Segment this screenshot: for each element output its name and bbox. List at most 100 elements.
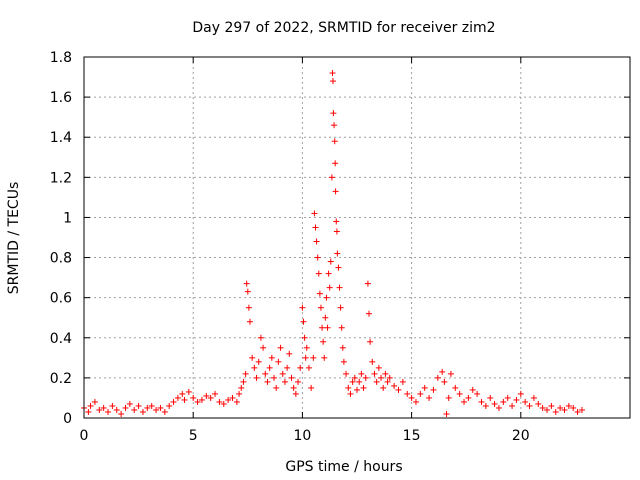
data-point bbox=[469, 386, 476, 393]
data-point bbox=[316, 290, 323, 297]
data-point bbox=[327, 258, 334, 265]
points-layer bbox=[81, 70, 585, 417]
data-point bbox=[354, 386, 360, 393]
data-point bbox=[284, 364, 291, 371]
data-point bbox=[574, 408, 581, 415]
data-point bbox=[338, 324, 345, 331]
data-point bbox=[333, 218, 340, 225]
data-point bbox=[552, 408, 559, 415]
y-tick-label: 1.6 bbox=[50, 90, 72, 106]
data-point bbox=[535, 400, 542, 407]
data-point bbox=[412, 398, 419, 405]
data-point bbox=[87, 402, 94, 409]
data-point bbox=[312, 224, 319, 231]
data-point bbox=[321, 354, 328, 361]
data-point bbox=[362, 374, 369, 381]
data-point bbox=[349, 378, 356, 385]
data-point bbox=[329, 70, 336, 77]
x-axis-label: GPS time / hours bbox=[285, 459, 402, 475]
data-point bbox=[474, 390, 481, 397]
data-point bbox=[257, 334, 264, 341]
data-point bbox=[139, 408, 146, 415]
data-point bbox=[434, 374, 441, 381]
data-point bbox=[249, 354, 256, 361]
data-point bbox=[557, 404, 564, 411]
data-point bbox=[105, 408, 112, 415]
x-tick-label: 10 bbox=[293, 428, 311, 444]
data-point bbox=[456, 390, 463, 397]
data-point bbox=[273, 384, 280, 391]
data-point bbox=[319, 324, 326, 331]
data-point bbox=[513, 396, 520, 403]
data-point bbox=[251, 364, 258, 371]
data-point bbox=[373, 378, 380, 385]
data-point bbox=[113, 406, 120, 413]
data-point bbox=[233, 398, 240, 405]
data-point bbox=[570, 404, 577, 411]
data-point bbox=[174, 394, 181, 401]
data-point bbox=[430, 386, 437, 393]
y-tick-label: 0.2 bbox=[50, 371, 72, 387]
data-point bbox=[194, 398, 201, 405]
plot-frame bbox=[83, 56, 631, 419]
data-point bbox=[336, 284, 343, 291]
ticks-layer: 0 5 10 15 20 0 0.2 0.4 0.6 0.8 1 1.2 1.4 1.6 1.8 bbox=[50, 50, 630, 444]
data-point bbox=[266, 364, 273, 371]
data-point bbox=[238, 384, 245, 391]
data-point bbox=[190, 394, 197, 401]
data-point bbox=[308, 384, 315, 391]
data-point bbox=[324, 324, 331, 331]
data-point bbox=[212, 390, 219, 397]
data-point bbox=[331, 138, 338, 145]
data-point bbox=[253, 374, 260, 381]
data-point bbox=[295, 378, 302, 385]
y-tick-label: 0 bbox=[63, 411, 72, 427]
data-point bbox=[100, 404, 107, 411]
data-point bbox=[275, 358, 282, 365]
data-point bbox=[340, 358, 347, 365]
data-point bbox=[337, 304, 344, 311]
data-point bbox=[286, 350, 293, 357]
data-point bbox=[445, 394, 452, 401]
data-point bbox=[220, 400, 227, 407]
data-point bbox=[358, 370, 365, 377]
data-point bbox=[240, 378, 247, 385]
data-point bbox=[526, 402, 533, 409]
data-point bbox=[539, 404, 546, 411]
data-point bbox=[382, 370, 389, 377]
data-point bbox=[242, 370, 249, 377]
data-point bbox=[148, 402, 155, 409]
data-point bbox=[371, 370, 378, 377]
y-tick-label: 1.4 bbox=[50, 130, 72, 146]
data-point bbox=[561, 406, 568, 413]
data-point bbox=[131, 406, 138, 413]
data-point bbox=[439, 368, 446, 375]
data-point bbox=[85, 408, 92, 415]
data-point bbox=[465, 394, 472, 401]
data-point bbox=[369, 358, 376, 365]
data-point bbox=[203, 392, 210, 399]
data-point bbox=[161, 408, 168, 415]
data-point bbox=[330, 110, 337, 117]
data-point bbox=[243, 280, 250, 287]
data-point bbox=[236, 390, 243, 397]
data-point bbox=[122, 404, 129, 411]
data-point bbox=[144, 404, 151, 411]
data-point bbox=[313, 238, 320, 245]
data-point bbox=[565, 402, 572, 409]
data-point bbox=[91, 398, 98, 405]
data-point bbox=[452, 384, 459, 391]
data-point bbox=[380, 384, 387, 391]
data-point bbox=[544, 406, 551, 413]
data-point bbox=[315, 270, 322, 277]
y-tick-label: 1.8 bbox=[50, 50, 72, 66]
data-point bbox=[408, 394, 415, 401]
data-point bbox=[198, 396, 205, 403]
data-point bbox=[367, 338, 374, 345]
data-point bbox=[447, 370, 454, 377]
data-point bbox=[317, 304, 324, 311]
data-point bbox=[279, 370, 286, 377]
data-point bbox=[399, 378, 406, 385]
data-point bbox=[126, 400, 133, 407]
data-point bbox=[245, 304, 252, 311]
